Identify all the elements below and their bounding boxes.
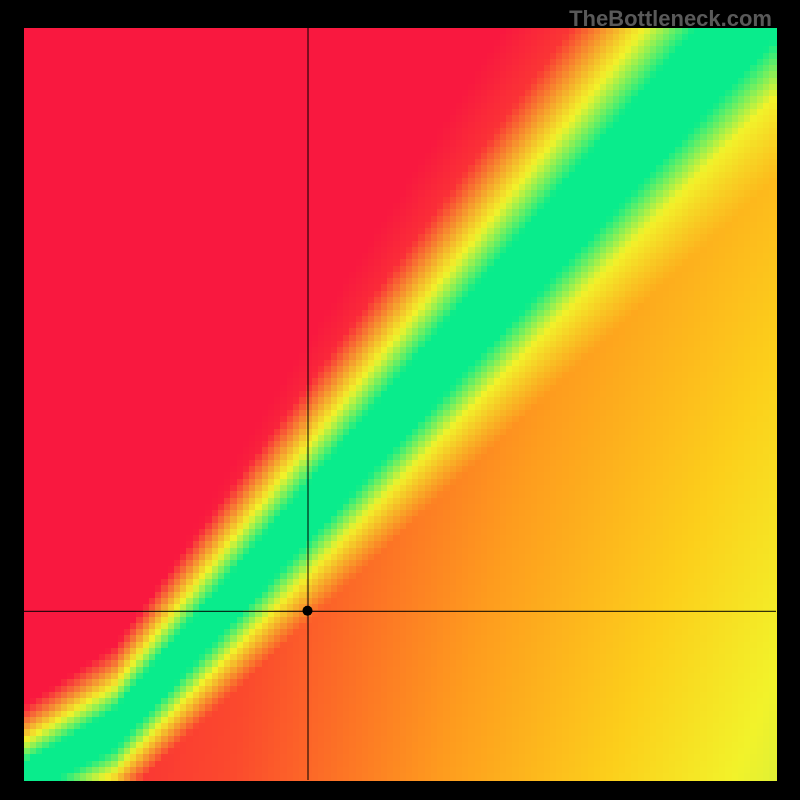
heatmap-canvas [0, 0, 800, 800]
watermark-label: TheBottleneck.com [569, 6, 772, 32]
chart-container: TheBottleneck.com [0, 0, 800, 800]
